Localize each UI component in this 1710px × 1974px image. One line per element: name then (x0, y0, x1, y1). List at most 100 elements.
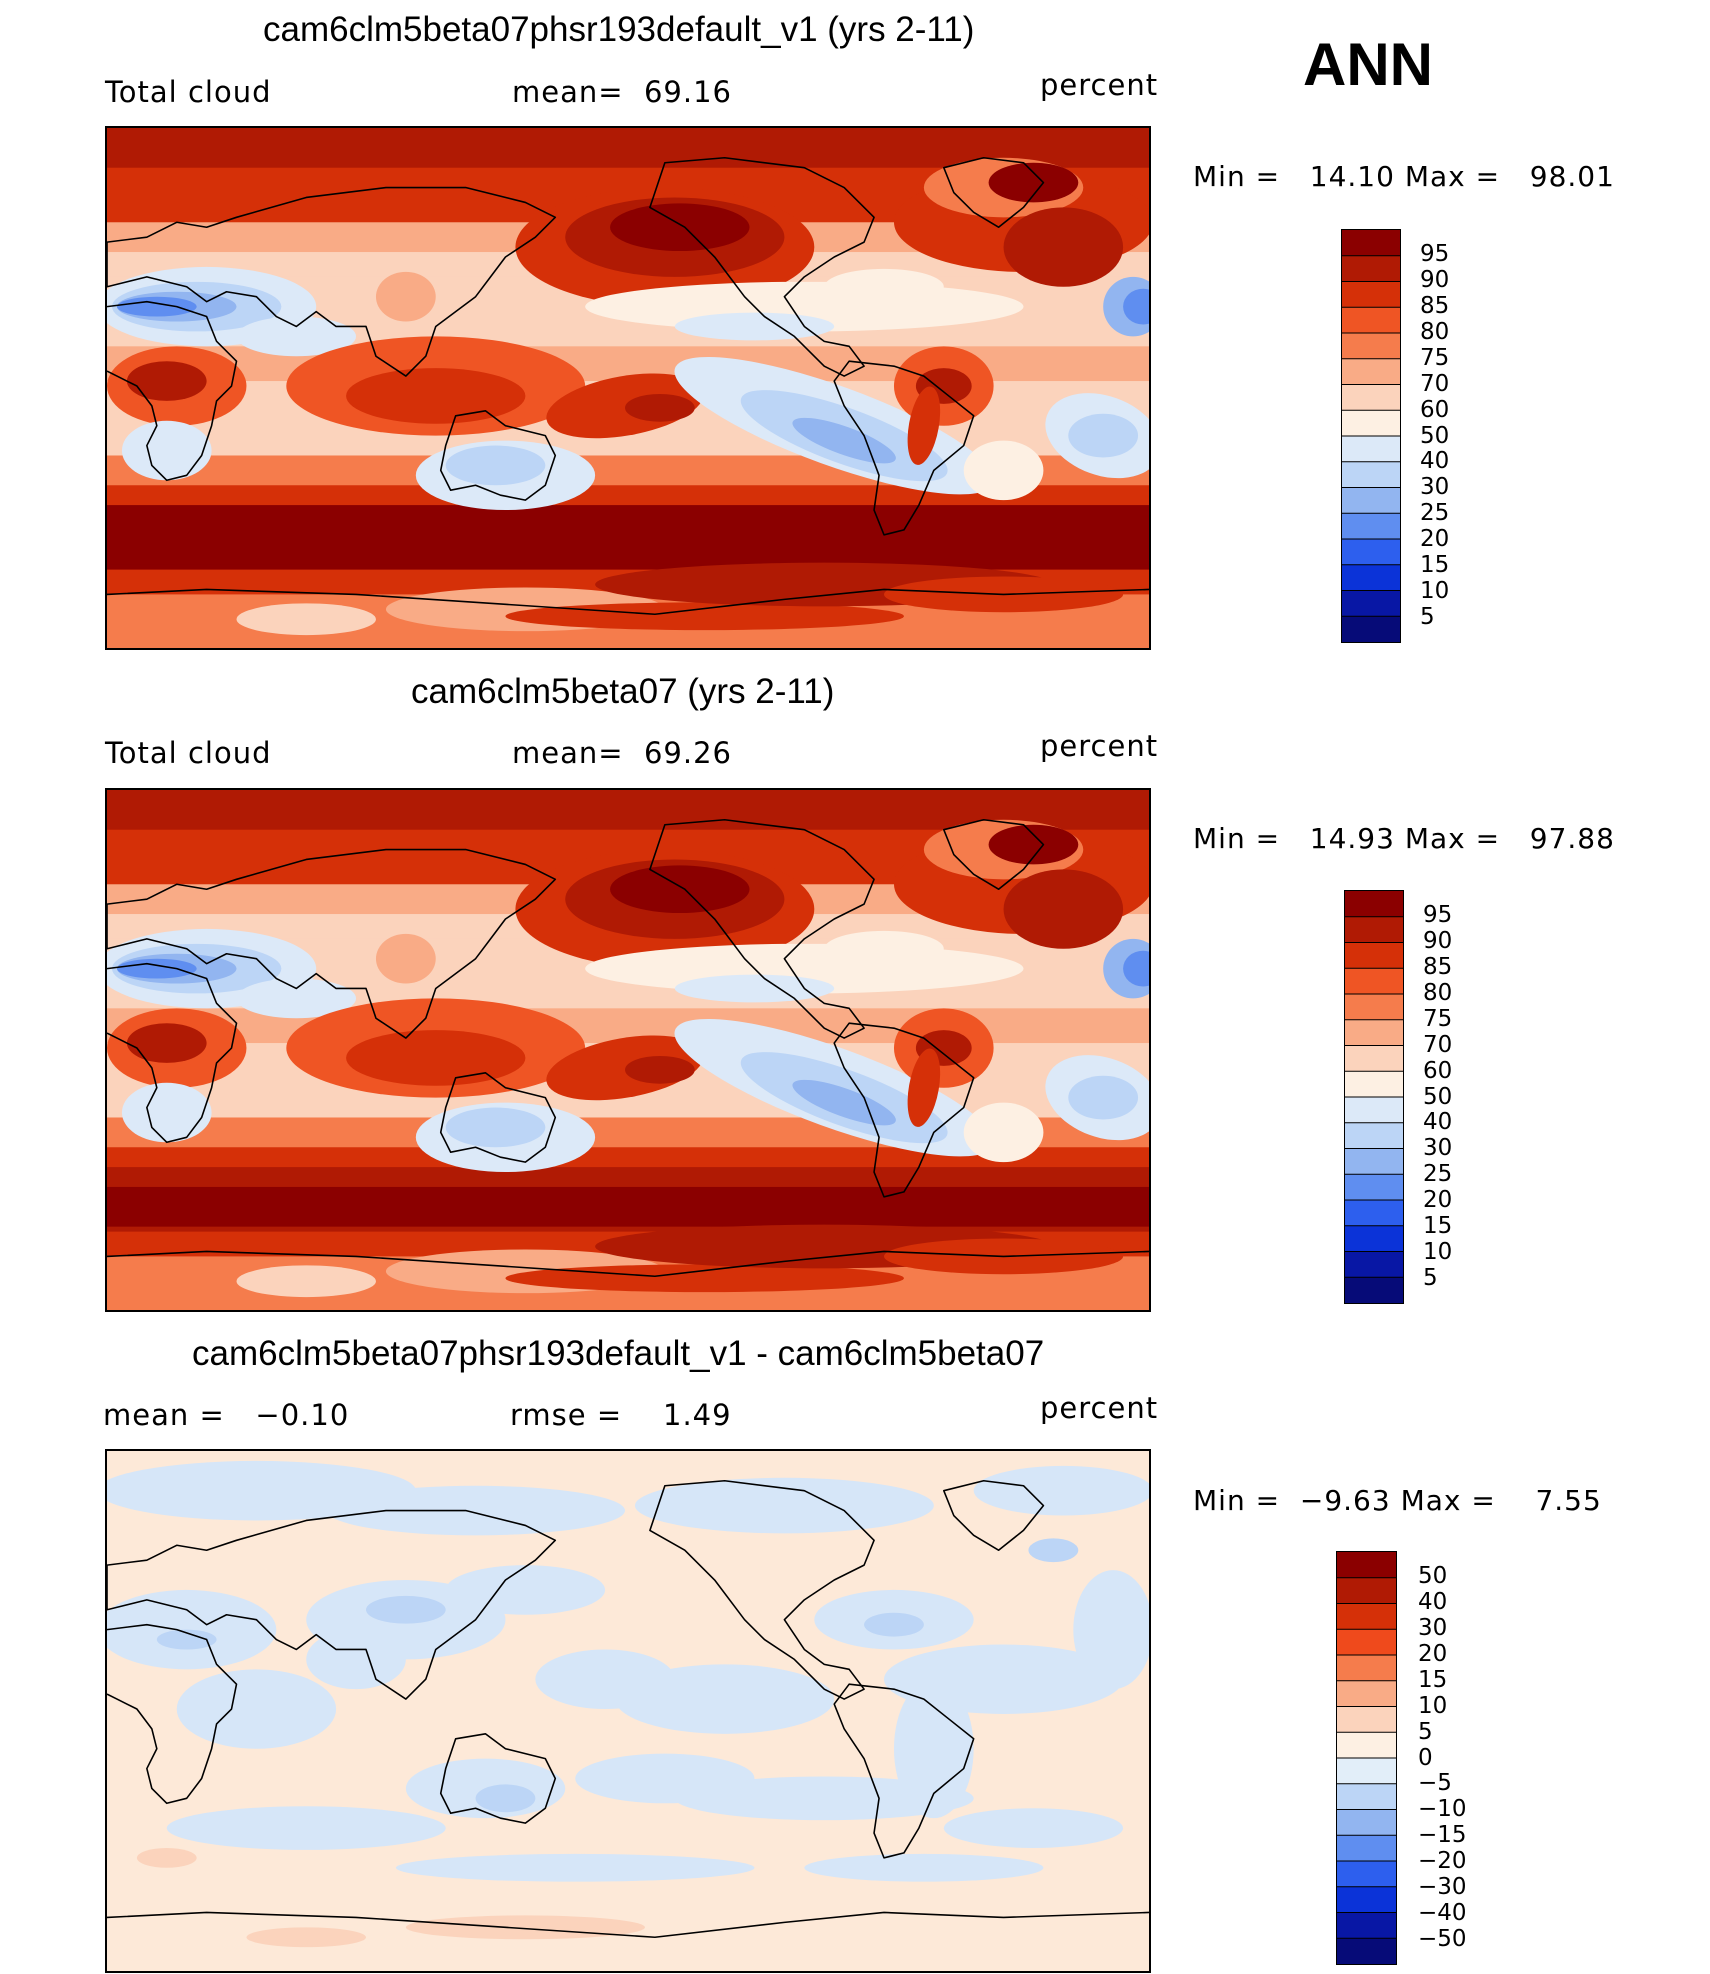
panel1-mean-label: mean= 69.16 (512, 75, 732, 109)
colorbar-swatch (1345, 891, 1403, 918)
cloud-contour (236, 316, 357, 357)
panel3-colorbar (1336, 1551, 1397, 1965)
colorbar-tick-label: 95 (1423, 902, 1453, 929)
colorbar-tick-label: 75 (1423, 1005, 1453, 1032)
coastline (107, 848, 557, 1039)
colorbar-tick-label: −10 (1418, 1796, 1467, 1823)
cloud-contour (136, 1847, 197, 1868)
panel2-minmax: Min = 14.93 Max = 97.88 (1193, 822, 1615, 855)
colorbar-tick-label: −5 (1418, 1770, 1452, 1797)
coastline (107, 588, 1149, 616)
colorbar-tick-label: −50 (1418, 1925, 1467, 1952)
colorbar-tick-label: 95 (1420, 241, 1450, 268)
cloud-contour (375, 271, 436, 322)
coastline (439, 1733, 557, 1824)
cloud-contour (346, 1030, 526, 1086)
colorbar-tick-label: 15 (1420, 551, 1450, 578)
panel3-max-value: 7.55 (1535, 1484, 1602, 1517)
colorbar-tick-label: 25 (1420, 500, 1450, 527)
colorbar-tick-label: 0 (1418, 1744, 1433, 1771)
colorbar-swatch (1337, 1706, 1396, 1733)
cloud-contour (326, 1485, 626, 1536)
panel1-mean-text: mean= (512, 75, 624, 109)
cloud-contour (121, 1082, 212, 1143)
colorbar-swatch (1342, 333, 1400, 360)
coastline (107, 300, 238, 482)
coastline (649, 818, 875, 1039)
colorbar-swatch (1342, 410, 1400, 437)
colorbar-tick-label: 60 (1423, 1057, 1453, 1084)
colorbar-tick-label: 50 (1423, 1083, 1453, 1110)
colorbar-tick-label: 5 (1418, 1718, 1433, 1745)
cloud-band (107, 524, 1149, 565)
cloud-contour (445, 1565, 606, 1615)
colorbar-swatch (1342, 307, 1400, 334)
colorbar-swatch (1337, 1861, 1396, 1888)
colorbar-swatch (1337, 1629, 1396, 1656)
cloud-contour (121, 420, 212, 481)
cloud-contour (375, 933, 436, 984)
panel1-max-label: Max = (1404, 160, 1501, 193)
colorbar-tick-label: 80 (1423, 980, 1453, 1006)
colorbar-swatch (1342, 539, 1400, 566)
coastline (107, 1509, 557, 1700)
cloud-contour (1003, 207, 1124, 287)
panel3-rmse-text: rmse = (510, 1398, 623, 1432)
colorbar-swatch (1345, 916, 1403, 943)
colorbar-swatch (1345, 1225, 1403, 1252)
panel2-colorbar (1344, 890, 1404, 1304)
panel2-mean-label: mean= 69.26 (512, 736, 732, 770)
panel1-min-label: Min = (1193, 160, 1281, 193)
colorbar-tick-label: 5 (1420, 603, 1435, 630)
coastline (649, 156, 875, 377)
colorbar-swatch (1337, 1912, 1396, 1939)
cloud-contour (610, 865, 750, 914)
cloud-contour (156, 1629, 217, 1650)
colorbar-swatch (1337, 1783, 1396, 1810)
colorbar-swatch (1337, 1655, 1396, 1682)
colorbar-tick-label: 10 (1420, 577, 1450, 604)
panel2-min-label: Min = (1193, 822, 1281, 855)
colorbar-tick-label: 80 (1420, 319, 1450, 345)
coastline (439, 410, 557, 501)
cloud-contour (535, 1649, 675, 1710)
panel3-mean-label: mean = −0.10 (103, 1398, 349, 1432)
panel2-min-value: 14.93 (1309, 822, 1395, 855)
colorbar-tick-label: 15 (1418, 1666, 1448, 1693)
colorbar-swatch (1345, 1148, 1403, 1175)
colorbar-tick-label: 20 (1420, 526, 1450, 552)
cloud-contour (236, 603, 376, 636)
colorbar-swatch (1342, 384, 1400, 411)
colorbar-swatch (1337, 1758, 1396, 1785)
cloud-contour (116, 296, 197, 317)
colorbar-swatch (1337, 1552, 1396, 1579)
colorbar-tick-label: 10 (1418, 1692, 1448, 1719)
coastline (107, 1250, 1149, 1278)
cloud-contour (346, 368, 526, 424)
cloud-contour (625, 1055, 695, 1084)
panel1-title: cam6clm5beta07phsr193default_v1 (yrs 2-1… (263, 10, 975, 49)
panel1-mean-value: 69.16 (643, 75, 733, 109)
cloud-contour (116, 958, 197, 979)
colorbar-swatch (1342, 358, 1400, 385)
cloud-contour (445, 445, 546, 486)
cloud-contour (1123, 950, 1149, 987)
colorbar-swatch (1342, 436, 1400, 463)
cloud-contour (864, 1612, 924, 1637)
colorbar-swatch (1342, 487, 1400, 514)
colorbar-tick-label: 90 (1423, 928, 1453, 955)
colorbar-swatch (1342, 616, 1400, 642)
cloud-contour (625, 393, 695, 422)
coastline (833, 1022, 975, 1198)
colorbar-tick-label: 30 (1418, 1615, 1448, 1642)
cloud-contour (973, 1465, 1149, 1516)
panel3-mean-value: −0.10 (255, 1398, 350, 1432)
colorbar-tick-label: 40 (1418, 1589, 1448, 1616)
cloud-contour (505, 602, 904, 631)
colorbar-swatch (1345, 994, 1403, 1021)
cloud-contour (475, 1784, 536, 1813)
panel3-map-svg (107, 1451, 1149, 1971)
panel3-min-label: Min = (1193, 1484, 1281, 1517)
cloud-contour (246, 1927, 367, 1948)
coastline (107, 1623, 238, 1805)
